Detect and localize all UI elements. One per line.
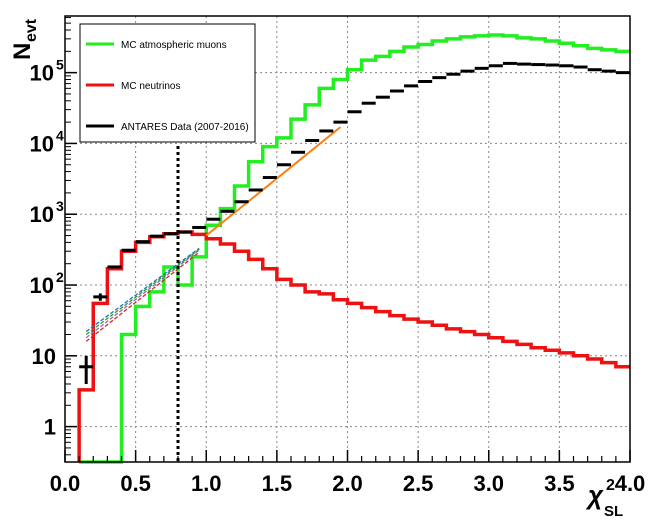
legend: MC atmospheric muons MC neutrinos ANTARES …: [79, 23, 256, 143]
x-tick-label: 4.0: [615, 471, 646, 496]
series-step-mc-atmospheric-muons: [79, 33, 630, 464]
fit-line: [205, 126, 342, 237]
y-axis-title-main: N: [9, 43, 36, 60]
fit-line: [85, 248, 200, 336]
y-tick-label: 10: [30, 61, 54, 86]
x-axis-title-main: χ: [585, 480, 604, 510]
legend-label: ANTARES Data (2007-2016): [121, 122, 249, 133]
x-tick-label: 3.5: [544, 471, 575, 496]
y-tick-label: 10: [30, 202, 54, 227]
y-tick-label: 1: [44, 415, 56, 440]
y-tick-exponent: 5: [56, 57, 64, 73]
fit-lines-layer: [85, 126, 342, 342]
y-tick-label: 10: [30, 273, 54, 298]
x-axis-title-sub: SL: [604, 503, 623, 520]
legend-label: MC atmospheric muons: [121, 40, 227, 51]
x-tick-label: 3.0: [473, 471, 504, 496]
x-tick-label: 1.0: [191, 471, 222, 496]
x-axis-title-sup: 2: [606, 477, 615, 494]
x-tick-label: 2.5: [403, 471, 434, 496]
grid-layer: [65, 16, 630, 462]
x-tick-label: 0.5: [120, 471, 151, 496]
legend-label: MC neutrinos: [121, 81, 180, 92]
y-axis-title-sub: evt: [23, 18, 40, 42]
series-step-mc-neutrinos: [77, 230, 630, 462]
x-tick-label: 0.0: [50, 471, 81, 496]
y-tick-exponent: 2: [56, 269, 64, 285]
x-tick-label: 1.5: [262, 471, 293, 496]
y-tick-exponent: 4: [56, 127, 64, 143]
series-layer: [77, 33, 630, 464]
y-tick-exponent: 3: [56, 198, 64, 214]
y-tick-label: 10: [32, 344, 56, 369]
fit-line: [85, 247, 200, 333]
y-tick-label: 10: [30, 131, 54, 156]
x-tick-label: 2.0: [332, 471, 363, 496]
data-points-layer: [79, 61, 630, 384]
